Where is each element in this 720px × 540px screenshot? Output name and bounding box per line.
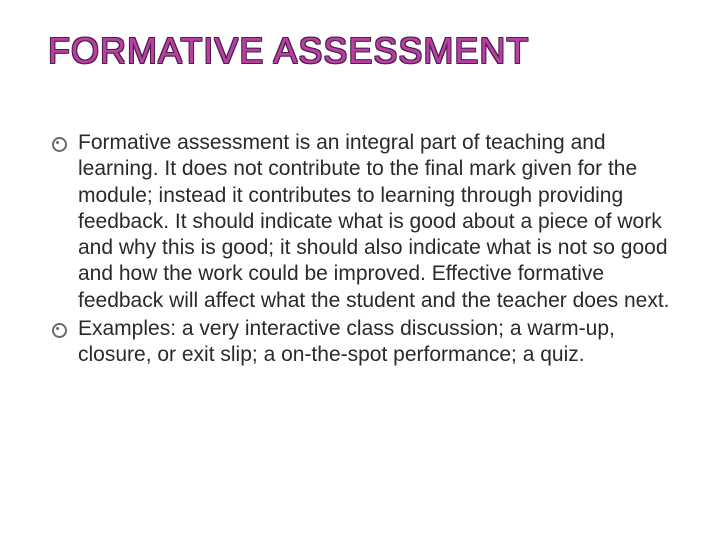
slide: FORMATIVE ASSESSMENT Formative assessmen…	[0, 0, 720, 540]
list-item: Formative assessment is an integral part…	[78, 130, 672, 314]
list-item: Examples: a very interactive class discu…	[78, 316, 672, 369]
bullet-list: Formative assessment is an integral part…	[48, 130, 672, 368]
slide-title: FORMATIVE ASSESSMENT	[48, 30, 672, 72]
